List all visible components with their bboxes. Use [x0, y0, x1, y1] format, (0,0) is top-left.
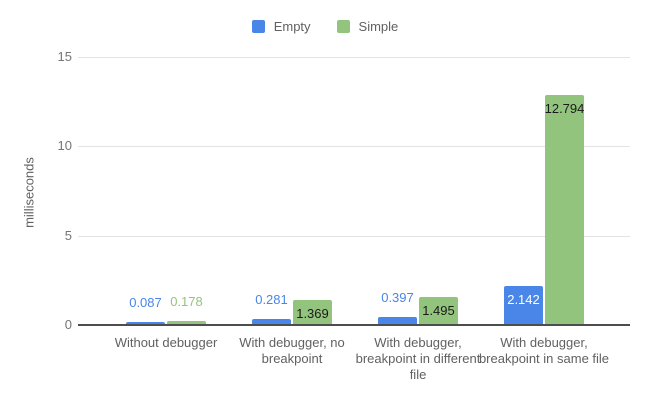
bar-simple-0[interactable] [167, 321, 206, 324]
bar-empty-2[interactable] [378, 317, 417, 324]
legend-item-simple[interactable]: Simple [336, 19, 399, 34]
gridline-15 [78, 57, 630, 58]
chart-legend: Empty Simple [0, 19, 650, 34]
value-label-empty-3: 2.142 [507, 292, 540, 307]
legend-label-empty: Empty [273, 19, 311, 34]
legend-item-empty[interactable]: Empty [251, 19, 311, 34]
value-label-simple-1: 1.369 [296, 306, 329, 321]
bar-empty-1[interactable] [252, 319, 291, 324]
y-tick-label-5: 5 [64, 228, 72, 243]
value-label-empty-2: 0.397 [381, 290, 414, 305]
y-tick-label-10: 10 [57, 138, 72, 153]
legend-swatch-simple-icon [336, 20, 350, 33]
x-category-label-2: With debugger, breakpoint in different f… [355, 335, 481, 382]
x-category-label-1: With debugger, no breakpoint [239, 335, 345, 366]
legend-label-simple: Simple [358, 19, 399, 34]
x-category-label-3: With debugger, breakpoint in same file [478, 335, 610, 366]
value-label-empty-0: 0.087 [129, 295, 162, 310]
bar-simple-1[interactable] [293, 300, 332, 324]
x-axis-baseline [78, 324, 630, 326]
x-category-label-0: Without debugger [114, 335, 218, 350]
bar-simple-3[interactable] [545, 95, 584, 324]
y-axis-title: milliseconds [21, 157, 37, 228]
y-tick-label-15: 15 [57, 49, 72, 64]
value-label-simple-0: 0.178 [170, 294, 203, 309]
gridline-5 [78, 236, 630, 237]
y-tick-label-0: 0 [64, 317, 72, 332]
value-label-simple-2: 1.495 [422, 303, 455, 318]
value-label-empty-1: 0.281 [255, 292, 288, 307]
bar-empty-3[interactable] [504, 286, 543, 324]
legend-swatch-empty-icon [251, 20, 265, 33]
gridline-10 [78, 146, 630, 147]
value-label-simple-3: 12.794 [544, 101, 585, 116]
bar-empty-0[interactable] [126, 322, 165, 324]
bar-simple-2[interactable] [419, 297, 458, 324]
